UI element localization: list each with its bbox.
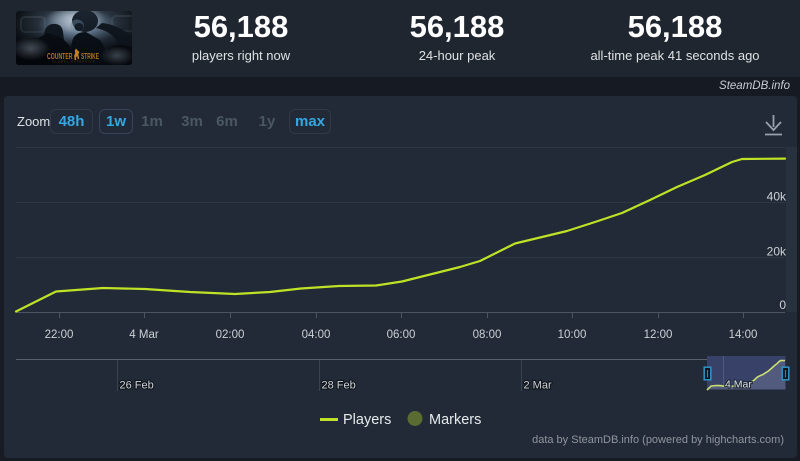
svg-text:08:00: 08:00 (473, 329, 502, 341)
svg-text:28 Feb: 28 Feb (322, 379, 356, 391)
svg-text:COUNTER: COUNTER (47, 52, 73, 61)
svg-text:02:00: 02:00 (216, 329, 245, 341)
svg-text:22:00: 22:00 (45, 329, 74, 341)
svg-text:04:00: 04:00 (302, 329, 331, 341)
svg-text:4 Mar: 4 Mar (725, 379, 752, 391)
svg-text:0: 0 (779, 298, 786, 312)
svg-text:GLOBAL OFFENSIVE: GLOBAL OFFENSIVE (52, 60, 95, 64)
svg-text:2 Mar: 2 Mar (524, 379, 552, 391)
svg-text:4 Mar: 4 Mar (129, 329, 159, 341)
svg-text:Players: Players (343, 412, 391, 428)
svg-text:06:00: 06:00 (387, 329, 416, 341)
svg-text:20k: 20k (767, 245, 787, 259)
svg-text:14:00: 14:00 (729, 329, 758, 341)
svg-text:40k: 40k (767, 190, 787, 204)
svg-text:STRIKE: STRIKE (81, 52, 99, 61)
svg-text:data by SteamDB.info (powered: data by SteamDB.info (powered by highcha… (532, 434, 784, 446)
svg-text:10:00: 10:00 (558, 329, 587, 341)
svg-text:12:00: 12:00 (644, 329, 673, 341)
svg-text:26 Feb: 26 Feb (120, 379, 154, 391)
svg-text:Markers: Markers (429, 412, 481, 428)
